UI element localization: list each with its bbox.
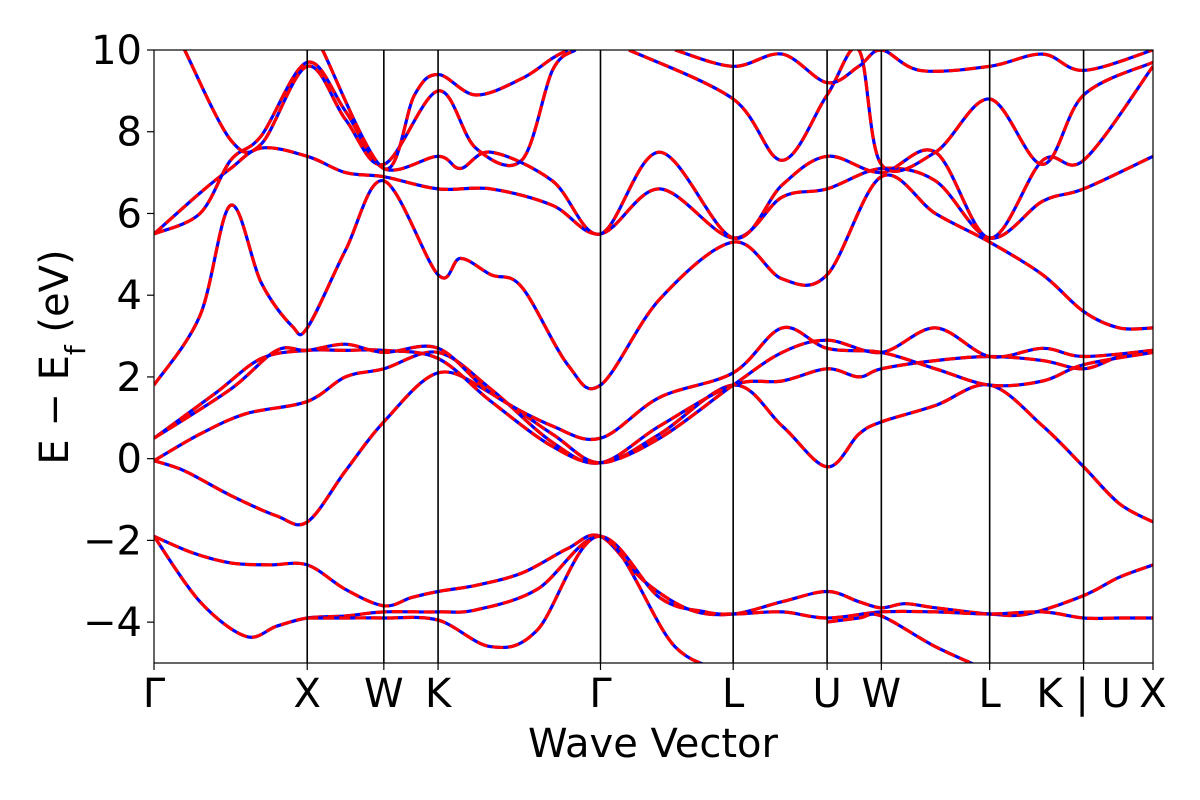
- x-tick-label: K: [425, 671, 453, 717]
- x-tick-label: X: [294, 671, 321, 717]
- y-tick-label: 10: [91, 28, 142, 74]
- y-tick-label: 8: [117, 110, 142, 156]
- band-line-blue-12: [183, 50, 577, 168]
- band-line-red-10: [154, 146, 1153, 240]
- band-line-red-6: [154, 348, 1153, 465]
- band-line-blue-5: [154, 370, 1153, 527]
- x-tick-label: L: [722, 671, 745, 717]
- band-line-red-13: [628, 50, 1153, 173]
- x-tick-label: W: [364, 671, 404, 717]
- x-tick-label: U: [812, 671, 841, 717]
- band-line-red-2: [154, 534, 1153, 639]
- band-line-red-9: [154, 173, 1153, 391]
- band-line-blue-10: [154, 146, 1153, 240]
- band-line-red-7: [154, 326, 1153, 465]
- band-lines: [154, 50, 1153, 663]
- band-line-red-12: [183, 50, 577, 168]
- y-tick-label: 6: [117, 191, 142, 237]
- plot-frame: [153, 49, 1154, 664]
- band-line-blue-6: [154, 348, 1153, 465]
- x-tick-label: Γ: [589, 671, 612, 717]
- band-line-red-3: [307, 534, 705, 663]
- band-line-blue-11: [154, 60, 1153, 240]
- band-line-blue-15: [674, 50, 1153, 85]
- x-axis-title: Wave Vector: [528, 721, 779, 767]
- y-tick-label: −4: [83, 600, 142, 646]
- band-line-blue-1: [154, 533, 1153, 618]
- y-tick-label: 0: [117, 437, 142, 483]
- band-line-red-8: [154, 325, 1153, 441]
- y-tick-label: −2: [83, 518, 142, 564]
- kpoint-dividers: [306, 50, 1085, 663]
- band-line-blue-8: [154, 325, 1153, 441]
- band-line-red-11: [154, 60, 1153, 240]
- x-tick-label: W: [862, 671, 902, 717]
- band-line-red-1: [154, 533, 1153, 618]
- band-line-red-5: [154, 370, 1153, 527]
- band-line-red-14: [321, 50, 569, 171]
- y-axis-ticks: −4 −2 0 2 4 6 8 10: [83, 28, 154, 646]
- x-tick-label: L: [979, 671, 1002, 717]
- band-line-blue-14: [321, 50, 569, 171]
- y-axis-title: E − Ef (eV): [32, 249, 92, 464]
- band-line-red-15: [674, 50, 1153, 85]
- x-tick-label: Γ: [143, 671, 166, 717]
- y-tick-label: 2: [117, 355, 142, 401]
- x-tick-label: K | U: [1036, 671, 1130, 717]
- y-tick-label: 4: [117, 273, 142, 319]
- x-tick-label: X: [1139, 671, 1166, 717]
